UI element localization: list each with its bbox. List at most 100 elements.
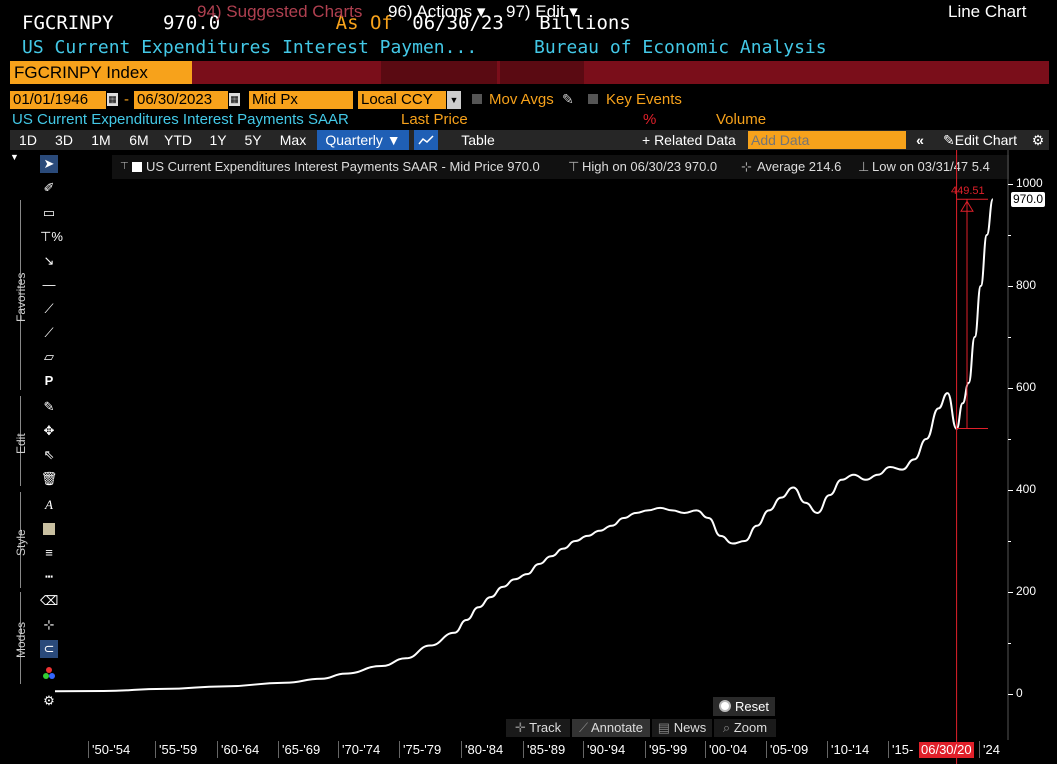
add-data-input[interactable] [748,131,906,149]
news-button[interactable]: ▤ News [652,719,712,737]
news-label: News [673,720,707,735]
reset-icon [719,700,732,712]
price-field-select[interactable]: Mid Px [249,91,353,109]
font-icon[interactable]: A [45,497,53,512]
currency-select[interactable]: Local CCY [358,91,446,109]
range-1m[interactable]: 1M [91,132,111,148]
horizontal-line-icon[interactable]: — [42,277,56,292]
suggested-charts-menu[interactable]: 94) Suggested Charts [197,2,363,21]
color-dots-icon[interactable] [40,664,58,682]
range-6m[interactable]: 6M [129,132,149,148]
collapse-icon[interactable]: « [916,132,924,148]
end-date-field[interactable]: 06/30/2023 [134,91,228,109]
p-label-icon[interactable]: P [44,373,54,388]
fib-percent-icon[interactable]: ⊤% [40,229,63,244]
security-field[interactable]: FGCRINPY Index [10,61,192,84]
actions-menu[interactable]: 96) Actions ▾ [388,2,486,21]
edit-chart-button[interactable]: ✎Edit Chart [935,130,1025,150]
y-minor-tick [1008,643,1011,644]
range-3d[interactable]: 3D [55,132,73,148]
series-row-name: US Current Expenditures Interest Payment… [12,111,349,128]
chevron-down-icon[interactable]: ▼ [447,91,461,109]
last-value: 970.0 [162,12,221,34]
related-data-button[interactable]: + Related Data [642,132,736,148]
cursor-icon[interactable]: ➤ [40,155,58,173]
x-tick [88,741,89,758]
range-ytd[interactable]: YTD [164,132,192,148]
date-dash: - [124,91,129,108]
legend-series: US Current Expenditures Interest Payment… [146,159,540,174]
move-icon[interactable]: ✥ [43,423,55,438]
x-tick-label: '95-'99 [649,742,688,757]
series-description: US Current Expenditures Interest Paymen.… [22,37,478,58]
x-tick-label: '55-'59 [159,742,198,757]
calendar-icon[interactable]: ▦ [229,93,240,106]
range-1d[interactable]: 1D [19,132,37,148]
edit-menu-bg [500,61,584,84]
y-minor-tick [1008,439,1011,440]
gear-icon[interactable]: ⚙ [1031,132,1045,148]
pencil-icon[interactable]: ✎ [562,91,574,107]
fill-color-icon[interactable] [40,520,58,538]
chevron-down-icon[interactable]: ▼ [10,152,19,162]
x-tick-label: '75-'79 [403,742,442,757]
y-tick-label: 600 [1016,380,1037,394]
line-style-icon[interactable]: ┅ [45,569,53,584]
last-value-marker: 970.0 [1011,192,1046,207]
zoom-button[interactable]: ⌕ Zoom [714,719,776,737]
arrow-icon[interactable]: ↘ [43,253,55,268]
magnet-icon[interactable]: ⊂ [40,640,58,658]
draw-line-icon[interactable]: ✐ [43,180,55,195]
x-tick-label: '70-'74 [342,742,381,757]
reset-button[interactable]: Reset [713,697,775,716]
legend-toggle-icon[interactable]: ⊤ [120,161,129,172]
range-1y[interactable]: 1Y [209,132,227,148]
x-tick-label: '00-'04 [709,742,748,757]
favorites-separator [20,200,21,390]
segment-icon[interactable]: ⟋ [44,325,54,340]
y-tick [1008,184,1013,185]
snap-icon[interactable]: ⊹ [43,617,55,632]
delta-arrow-icon [960,200,974,212]
calendar-icon[interactable]: ▦ [107,93,118,106]
gear-icon[interactable]: ⚙ [43,693,55,708]
chart-type-label[interactable]: Line Chart [948,2,1027,21]
legend-high: High on 06/30/23 970.0 [582,159,718,174]
line-chart-icon[interactable] [414,130,438,150]
key-events-checkbox[interactable] [588,94,598,104]
pencil-icon[interactable]: ✎ [43,399,55,414]
select-cursor-icon[interactable]: ⇖ [43,447,55,462]
mov-avgs-checkbox[interactable] [472,94,482,104]
edit-menu[interactable]: 97) Edit ▾ [506,2,578,21]
crosshair-icon: ✛ [514,720,530,735]
table-button[interactable]: Table [461,132,495,148]
channel-icon[interactable]: ▱ [44,349,54,364]
ticker-label: FGCRINPY [22,12,114,34]
x-tick [979,741,980,758]
range-5y[interactable]: 5Y [244,132,262,148]
start-date-field[interactable]: 01/01/1946 [10,91,106,109]
range-max[interactable]: Max [279,132,307,148]
track-button[interactable]: ✛ Track [506,719,570,737]
x-tick [338,741,339,758]
y-tick [1008,388,1013,389]
x-tick [523,741,524,758]
trendline-icon[interactable]: ⟋ [44,301,54,316]
reset-label: Reset [735,699,769,714]
volume-label: Volume [716,111,767,128]
x-tick-label: '85-'89 [527,742,566,757]
low-icon: ⊥ [858,159,870,174]
trash-icon[interactable]: 🗑 [40,471,58,486]
annotate-button[interactable]: ⟋ Annotate [572,719,650,737]
y-tick-label: 0 [1016,686,1023,700]
as-of-label: As Of [335,12,393,34]
rectangle-icon[interactable]: ▭ [42,205,56,220]
x-tick-label: '05-'09 [770,742,809,757]
x-tick [217,741,218,758]
line-weight-icon[interactable]: ≡ [45,545,53,560]
y-tick-label: 400 [1016,482,1037,496]
edit-separator [20,396,21,486]
frequency-select[interactable]: Quarterly ▼ [317,130,409,150]
eraser-icon[interactable]: ⌫ [40,593,59,608]
